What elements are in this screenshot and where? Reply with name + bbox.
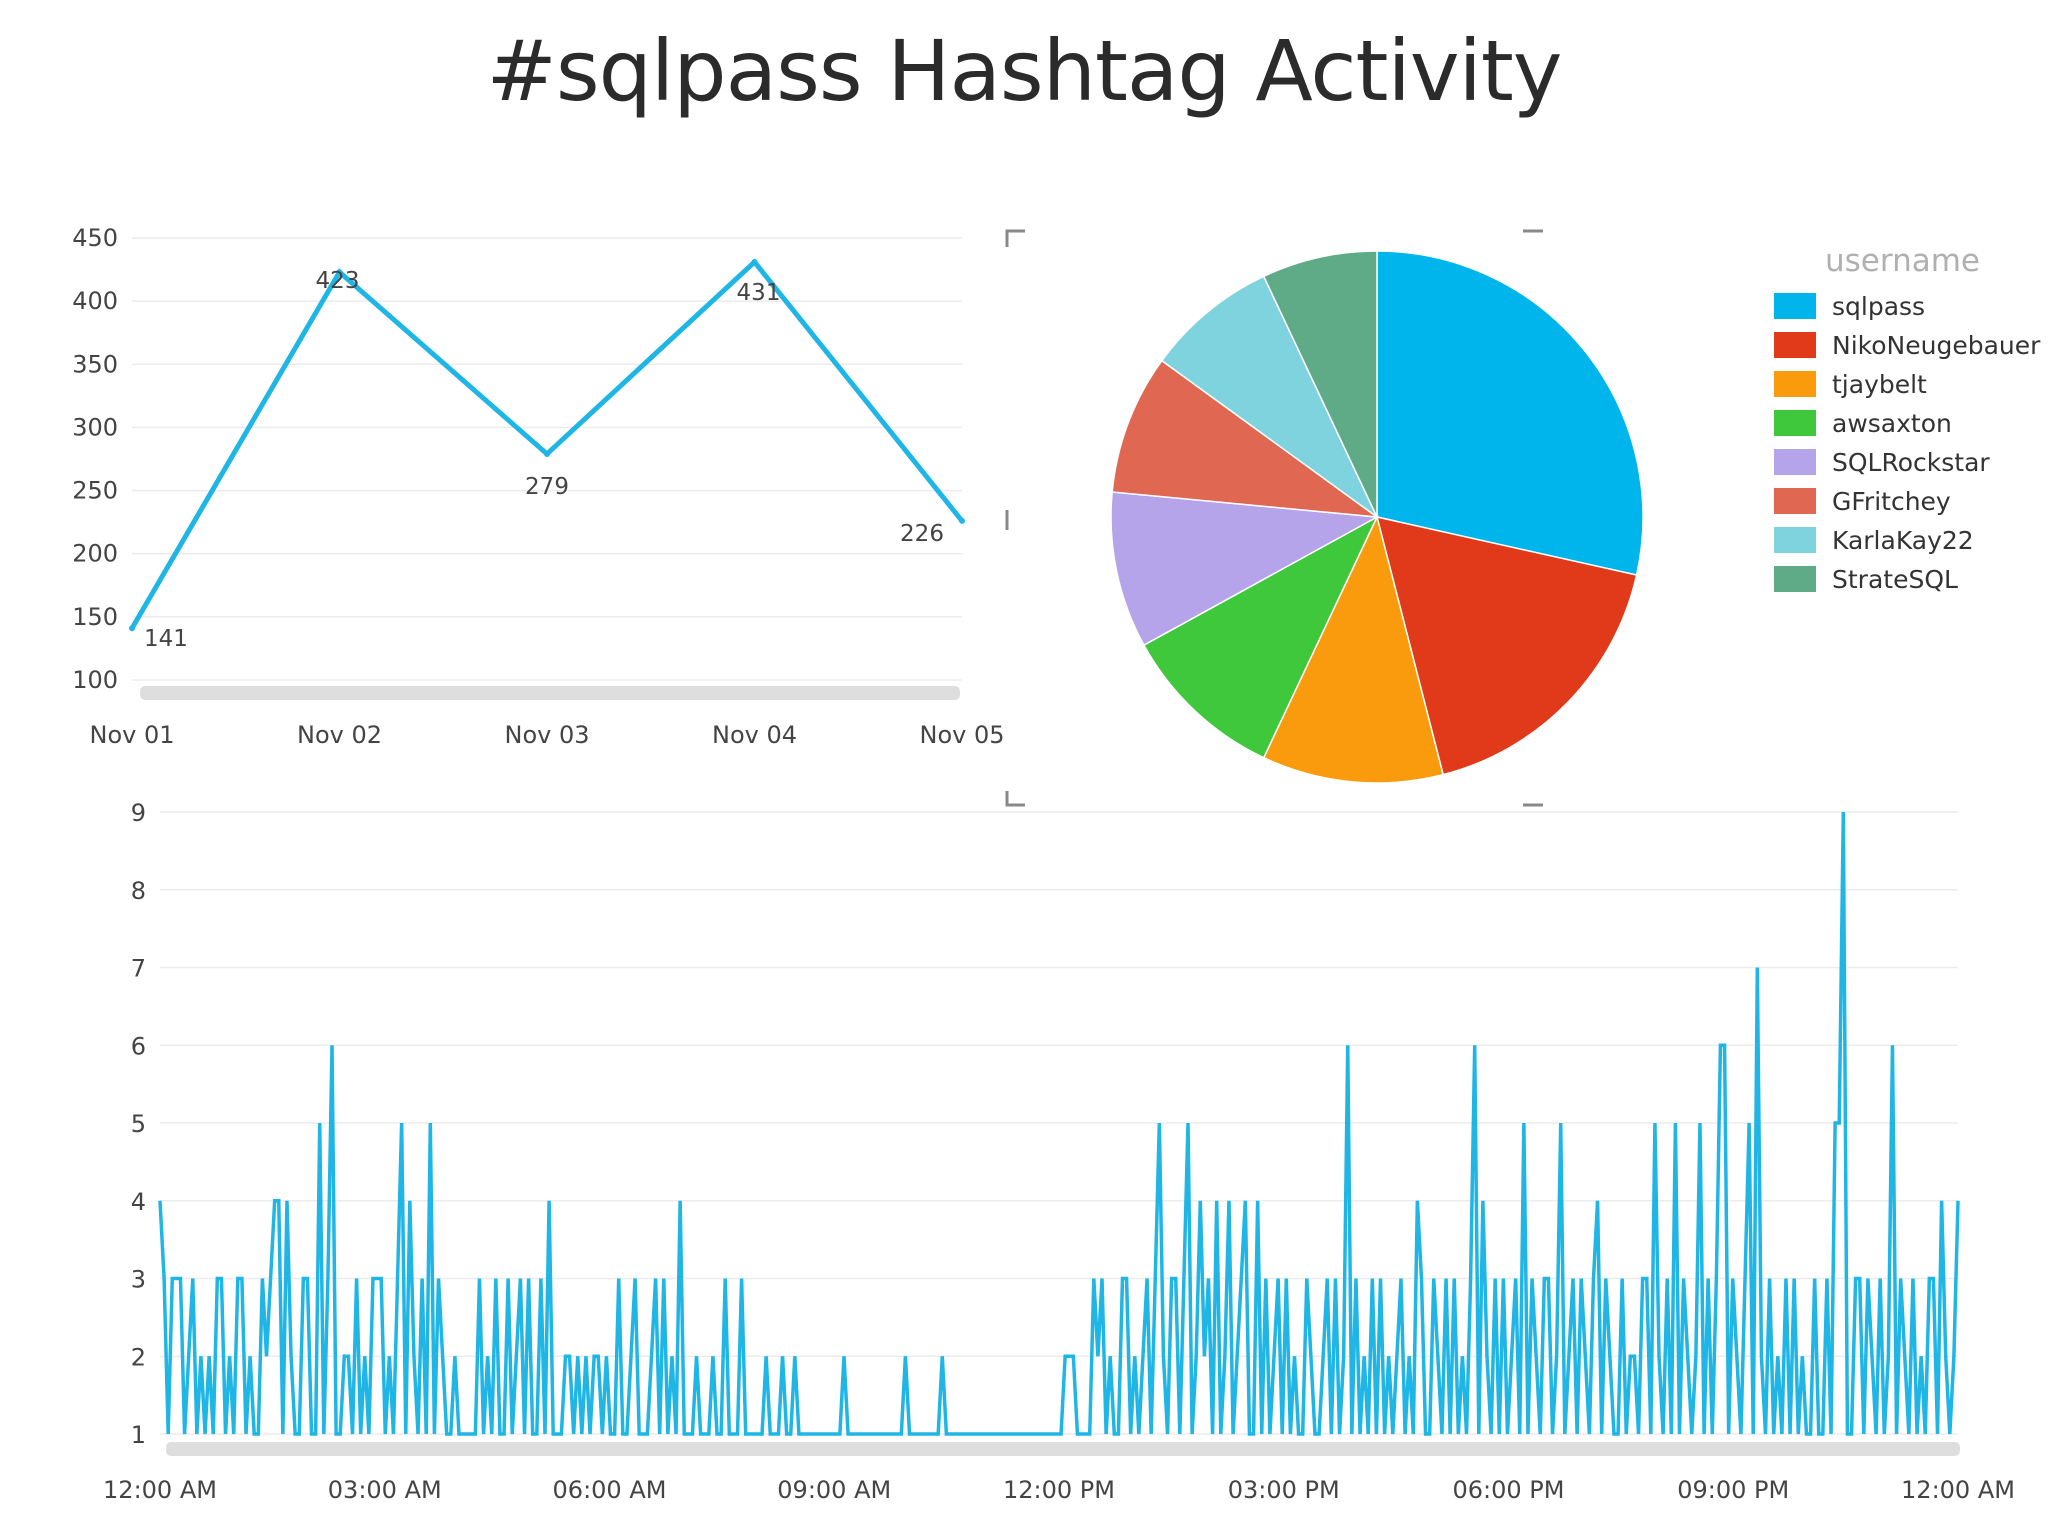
pie-slice <box>1262 514 1445 784</box>
x-tick-label: Nov 02 <box>297 721 382 749</box>
legend-label: NikoNeugebauer <box>1832 331 2041 360</box>
y-tick-label: 150 <box>72 603 118 631</box>
pie-slice <box>1375 516 1638 776</box>
data-point <box>751 258 758 265</box>
data-label: 226 <box>900 521 944 547</box>
y-tick-label: 450 <box>72 224 118 252</box>
data-label: 431 <box>737 280 781 306</box>
data-point <box>544 450 550 457</box>
username-pie-chart: username sqlpass NikoNeugebauer tjaybelt aws… <box>1005 229 2041 807</box>
daily-activity-line-chart: 100 150 200 250 300 350 400 450 Nov 01 Nov 02 Nov … <box>72 224 1004 749</box>
x-tick-label: 06:00 PM <box>1453 1476 1565 1504</box>
y-tick-label: 4 <box>131 1188 146 1216</box>
x-tick-label: 06:00 AM <box>553 1476 667 1504</box>
hourly-activity-line-chart: 1 2 3 4 5 6 7 8 9 12:00 AM 03:00 AM 06:00 AM 09:00 A… <box>103 799 2015 1504</box>
data-label: 423 <box>316 268 360 294</box>
legend-swatch <box>1774 293 1816 319</box>
y-tick-label: 9 <box>131 799 146 827</box>
x-tick-label: 12:00 PM <box>1003 1476 1115 1504</box>
x-tick-label: 12:00 AM <box>1901 1476 2015 1504</box>
scrollbar <box>166 1442 1960 1456</box>
legend-title: username <box>1825 243 1980 279</box>
x-tick-label: Nov 03 <box>504 721 589 749</box>
data-point <box>959 517 965 524</box>
legend-swatch <box>1774 527 1816 553</box>
legend-label: StrateSQL <box>1832 565 1958 594</box>
y-tick-label: 350 <box>72 350 118 378</box>
legend-label: awsaxton <box>1832 409 1952 438</box>
pie-slice <box>1110 491 1380 647</box>
y-tick-label: 100 <box>72 666 118 694</box>
data-point <box>129 625 135 632</box>
page-title: #sqlpass Hashtag Activity <box>486 22 1562 120</box>
x-tick-label: Nov 01 <box>89 721 174 749</box>
focus-bracket <box>1005 229 1025 247</box>
y-tick-label: 7 <box>131 955 146 983</box>
series-line <box>129 258 964 630</box>
pie-slice <box>1111 359 1380 519</box>
data-label: 141 <box>144 626 188 652</box>
pie-slice <box>1142 515 1379 759</box>
x-tick-label: 03:00 AM <box>328 1476 442 1504</box>
legend-swatch <box>1774 488 1816 514</box>
y-tick-label: 200 <box>72 540 118 568</box>
legend-swatch <box>1774 371 1816 397</box>
legend-swatch <box>1774 566 1816 592</box>
y-tick-label: 1 <box>131 1421 146 1449</box>
y-tick-label: 3 <box>131 1266 146 1294</box>
legend-label: SQLRockstar <box>1832 448 1990 477</box>
x-tick-label: 09:00 AM <box>777 1476 891 1504</box>
y-tick-label: 5 <box>131 1110 146 1138</box>
x-tick-label: Nov 04 <box>712 721 797 749</box>
y-tick-label: 6 <box>131 1032 146 1060</box>
x-tick-label: 09:00 PM <box>1677 1476 1789 1504</box>
x-tick-label: 03:00 PM <box>1228 1476 1340 1504</box>
legend-label: KarlaKay22 <box>1832 526 1974 555</box>
legend-swatch <box>1774 410 1816 436</box>
pie-slice <box>1376 250 1644 576</box>
x-tick-label: 12:00 AM <box>103 1476 217 1504</box>
pie-slice <box>1160 275 1378 518</box>
legend-label: tjaybelt <box>1832 370 1927 399</box>
data-label: 279 <box>525 474 569 500</box>
y-tick-label: 2 <box>131 1343 146 1371</box>
y-tick-label: 8 <box>131 877 146 905</box>
legend-label: GFritchey <box>1832 487 1951 516</box>
y-tick-label: 400 <box>72 287 118 315</box>
y-tick-label: 250 <box>72 477 118 505</box>
scrollbar <box>140 686 960 700</box>
legend-swatch <box>1774 449 1816 475</box>
focus-bracket <box>1005 791 1025 807</box>
x-tick-label: Nov 05 <box>919 721 1004 749</box>
series-line <box>158 811 1960 1436</box>
data-point <box>336 269 343 276</box>
pie-slice <box>1262 250 1378 518</box>
legend-label: sqlpass <box>1832 292 1925 321</box>
legend-swatch <box>1774 332 1816 358</box>
y-tick-label: 300 <box>72 413 118 441</box>
